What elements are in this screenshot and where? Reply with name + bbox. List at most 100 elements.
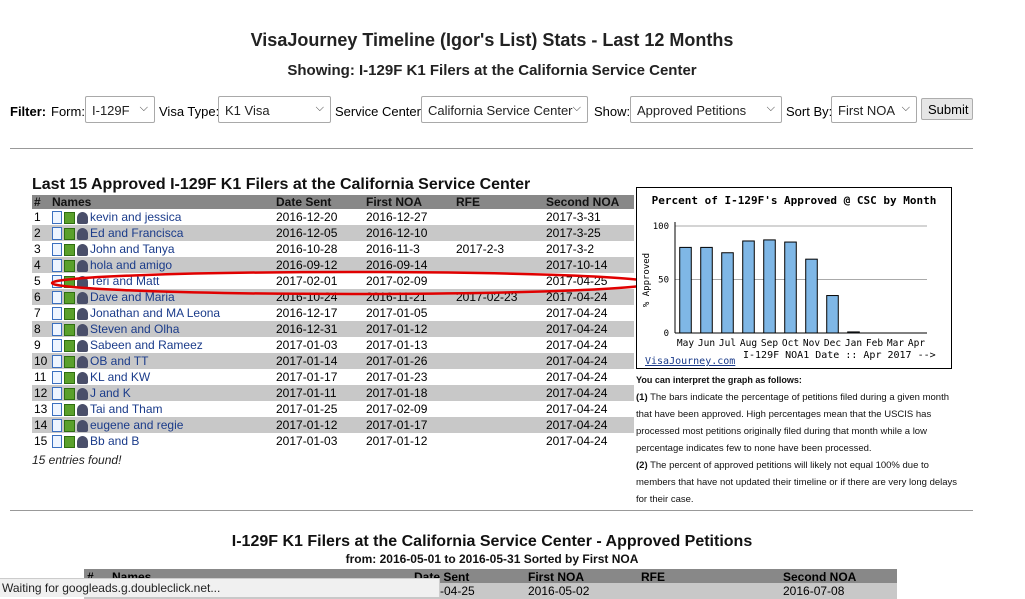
second-noa: 2017-3-25 bbox=[544, 225, 634, 241]
member-link[interactable]: OB and TT bbox=[90, 353, 149, 368]
edit-note-icon[interactable] bbox=[64, 435, 75, 448]
first-noa: 2017-01-26 bbox=[364, 353, 454, 369]
document-icon[interactable] bbox=[52, 227, 62, 241]
document-icon[interactable] bbox=[52, 387, 62, 401]
document-icon[interactable] bbox=[52, 259, 62, 273]
member-link[interactable]: Dave and Maria bbox=[90, 289, 175, 304]
y-tick-label: 100 bbox=[653, 222, 669, 232]
member-link[interactable]: Teri and Matt bbox=[90, 273, 160, 288]
table-row: 13 Tai and Tham 2017-01-25 2017-02-09 2017-0… bbox=[32, 401, 634, 417]
avatar-icon bbox=[77, 323, 88, 336]
member-link[interactable]: kevin and jessica bbox=[90, 209, 182, 224]
document-icon[interactable] bbox=[52, 419, 62, 433]
row-names: Steven and Olha bbox=[50, 321, 274, 337]
chevron-down-icon: ⌵ bbox=[572, 102, 581, 114]
edit-note-icon[interactable] bbox=[64, 371, 75, 384]
show-select[interactable]: Approved Petitions ⌵ bbox=[630, 96, 782, 123]
rfe bbox=[454, 273, 544, 289]
table-row: 7 Jonathan and MA Leona 2016-12-17 2017-01-… bbox=[32, 305, 634, 321]
first-noa: 2016-11-3 bbox=[364, 241, 454, 257]
visajourney-link[interactable]: VisaJourney.com bbox=[645, 356, 736, 367]
x-tick-label: Feb bbox=[866, 338, 883, 349]
row-number: 2 bbox=[32, 225, 50, 241]
document-icon[interactable] bbox=[52, 307, 62, 321]
edit-note-icon[interactable] bbox=[64, 323, 75, 336]
document-icon[interactable] bbox=[52, 339, 62, 353]
rfe bbox=[454, 305, 544, 321]
edit-note-icon[interactable] bbox=[64, 387, 75, 400]
row-names: John and Tanya bbox=[50, 241, 274, 257]
document-icon[interactable] bbox=[52, 243, 62, 257]
member-link[interactable]: Jonathan and MA Leona bbox=[90, 305, 221, 320]
row-number: 5 bbox=[32, 273, 50, 289]
member-link[interactable]: KL and KW bbox=[90, 369, 151, 384]
document-icon[interactable] bbox=[52, 403, 62, 417]
bar bbox=[742, 240, 755, 334]
document-icon[interactable] bbox=[52, 435, 62, 449]
member-link[interactable]: J and K bbox=[90, 385, 131, 400]
row-number: 11 bbox=[32, 369, 50, 385]
row-names: KL and KW bbox=[50, 369, 274, 385]
row-number: 13 bbox=[32, 401, 50, 417]
table-row: 10 OB and TT 2017-01-14 2017-01-26 2017-04-2… bbox=[32, 353, 634, 369]
page-title: VisaJourney Timeline (Igor's List) Stats… bbox=[250, 30, 734, 50]
edit-note-icon[interactable] bbox=[64, 291, 75, 304]
x-tick-label: Jul bbox=[719, 338, 736, 349]
edit-note-icon[interactable] bbox=[64, 211, 75, 224]
first-noa: 2017-02-09 bbox=[364, 401, 454, 417]
edit-note-icon[interactable] bbox=[64, 419, 75, 432]
submit-button[interactable]: Submit bbox=[921, 98, 973, 120]
date-sent: 2017-01-25 bbox=[274, 401, 364, 417]
member-link[interactable]: Ed and Francisca bbox=[90, 225, 184, 240]
visa-type-select[interactable]: K1 Visa ⌵ bbox=[218, 96, 331, 123]
x-tick-label: Jan bbox=[845, 338, 862, 349]
row-number: 6 bbox=[32, 289, 50, 305]
interp-point-2: (2) The percent of approved petitions wi… bbox=[636, 460, 958, 505]
sort-by-select[interactable]: First NOA ⌵ bbox=[831, 96, 917, 123]
edit-note-icon[interactable] bbox=[64, 275, 75, 288]
bar bbox=[847, 331, 860, 334]
document-icon[interactable] bbox=[52, 355, 62, 369]
first-noa: 2016-12-10 bbox=[364, 225, 454, 241]
chart-plot: 0 50 100 % Approved May Jun Jul Aug Sep Oct Nov Dec… bbox=[642, 222, 927, 349]
avatar-icon bbox=[77, 419, 88, 432]
rfe bbox=[454, 417, 544, 433]
edit-note-icon[interactable] bbox=[64, 403, 75, 416]
sort-by-label: Sort By: bbox=[786, 104, 833, 119]
member-link[interactable]: Sabeen and Rameez bbox=[90, 337, 203, 352]
edit-note-icon[interactable] bbox=[64, 227, 75, 240]
edit-note-icon[interactable] bbox=[64, 259, 75, 272]
member-link[interactable]: Steven and Olha bbox=[90, 321, 180, 336]
filter-bar: Filter: Form: I-129F ⌵ Visa Type: K1 Visa… bbox=[10, 96, 980, 126]
date-sent: 2016-10-28 bbox=[274, 241, 364, 257]
document-icon[interactable] bbox=[52, 275, 62, 289]
row-number: 9 bbox=[32, 337, 50, 353]
member-link[interactable]: John and Tanya bbox=[90, 241, 175, 256]
form-select[interactable]: I-129F ⌵ bbox=[85, 96, 155, 123]
row-names: Sabeen and Rameez bbox=[50, 337, 274, 353]
service-center-select[interactable]: California Service Center ⌵ bbox=[421, 96, 588, 123]
col-date-sent: Date Sent bbox=[274, 195, 364, 209]
form-label: Form: bbox=[51, 104, 85, 119]
document-icon[interactable] bbox=[52, 291, 62, 305]
x-tick-label: Dec bbox=[824, 338, 841, 349]
edit-note-icon[interactable] bbox=[64, 307, 75, 320]
edit-note-icon[interactable] bbox=[64, 243, 75, 256]
first-noa: 2017-01-12 bbox=[364, 321, 454, 337]
member-link[interactable]: Tai and Tham bbox=[90, 401, 163, 416]
second-noa: 2017-04-24 bbox=[544, 369, 634, 385]
rfe: 2017-2-3 bbox=[454, 241, 544, 257]
col-second-noa: Second NOA bbox=[544, 195, 634, 209]
rfe bbox=[454, 353, 544, 369]
member-link[interactable]: Bb and B bbox=[90, 433, 140, 448]
edit-note-icon[interactable] bbox=[64, 339, 75, 352]
member-link[interactable]: hola and amigo bbox=[90, 257, 173, 272]
row-number: 14 bbox=[32, 417, 50, 433]
document-icon[interactable] bbox=[52, 211, 62, 225]
interp-point-1: (1) The bars indicate the percentage of … bbox=[636, 392, 950, 454]
rfe bbox=[454, 257, 544, 273]
document-icon[interactable] bbox=[52, 323, 62, 337]
member-link[interactable]: eugene and regie bbox=[90, 417, 184, 432]
edit-note-icon[interactable] bbox=[64, 355, 75, 368]
document-icon[interactable] bbox=[52, 371, 62, 385]
